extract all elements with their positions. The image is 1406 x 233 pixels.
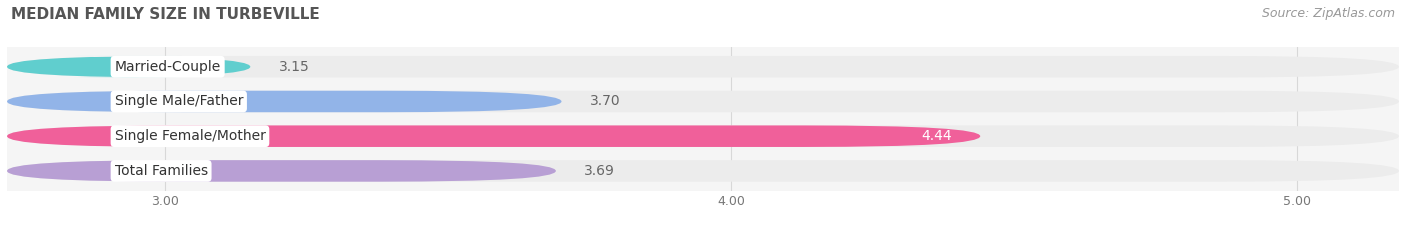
Text: Source: ZipAtlas.com: Source: ZipAtlas.com: [1261, 7, 1395, 20]
FancyBboxPatch shape: [7, 125, 1399, 147]
Text: Single Male/Father: Single Male/Father: [114, 94, 243, 109]
Text: 3.15: 3.15: [278, 60, 309, 74]
FancyBboxPatch shape: [7, 125, 980, 147]
FancyBboxPatch shape: [7, 91, 561, 112]
Text: Total Families: Total Families: [114, 164, 208, 178]
Text: MEDIAN FAMILY SIZE IN TURBEVILLE: MEDIAN FAMILY SIZE IN TURBEVILLE: [11, 7, 321, 22]
FancyBboxPatch shape: [7, 91, 1399, 112]
FancyBboxPatch shape: [7, 56, 1399, 78]
Text: 3.70: 3.70: [591, 94, 620, 109]
Text: 4.44: 4.44: [921, 129, 952, 143]
Text: Married-Couple: Married-Couple: [114, 60, 221, 74]
Text: 3.69: 3.69: [583, 164, 614, 178]
FancyBboxPatch shape: [7, 160, 1399, 182]
FancyBboxPatch shape: [7, 160, 555, 182]
FancyBboxPatch shape: [7, 56, 250, 78]
Text: Single Female/Mother: Single Female/Mother: [114, 129, 266, 143]
